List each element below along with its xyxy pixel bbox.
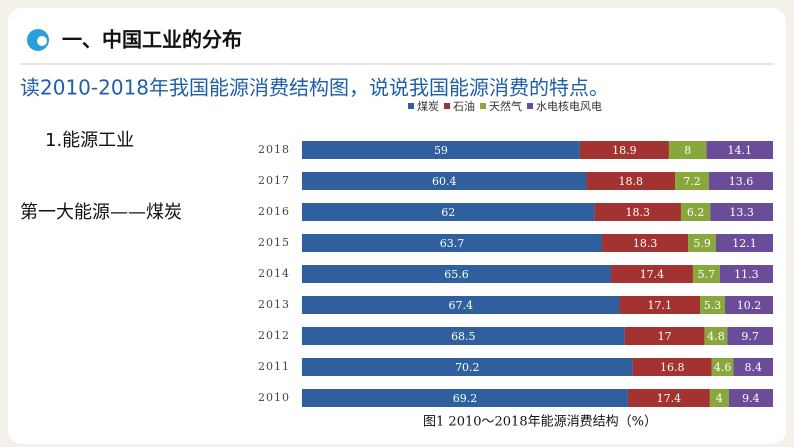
bar-segment [733,358,773,376]
bar-segment [688,234,717,252]
y-tick-label: 2013 [258,298,290,311]
bar-value-label: 13.6 [729,175,754,188]
bar-value-label: 18.3 [633,237,658,250]
bar-segment [675,172,709,190]
bar-segment [724,296,773,314]
bar-value-label: 11.3 [734,268,759,281]
bar-segment [302,141,580,159]
bar-value-label: 68.5 [451,330,476,343]
bar-value-label: 4.8 [707,330,725,343]
y-tick-label: 2011 [258,360,290,373]
bar-value-label: 67.4 [448,299,473,312]
chart-caption: 图1 2010～2018年能源消费结构（%） [423,415,657,430]
bar-value-label: 60.4 [432,175,457,188]
y-tick-label: 2012 [258,329,290,342]
bar-value-label: 6.2 [687,206,705,219]
bar-segment [692,265,720,283]
header-title: 一、中国工业的分布 [62,28,242,52]
bar-value-label: 13.3 [729,206,754,219]
bar-segment [302,358,633,376]
chart: 煤炭 石油 天然气 水电核电风电 2018 59 18.9 8 14.1 2017 60.4 18.8… [258,99,773,407]
bar-segment [594,203,681,221]
bar-value-label: 17 [658,330,672,343]
bar-segment [680,203,711,221]
y-tick-label: 2017 [258,174,290,187]
legend-label: 水电核电风电 [536,99,602,113]
bar-segment [627,389,710,407]
bar-segment [668,141,707,159]
bar-segment [579,141,669,159]
bar-value-label: 16.8 [660,361,685,374]
point: 1.能源工业 [45,130,134,151]
bar-segment [302,296,620,314]
bar-value-label: 18.8 [619,175,644,188]
bar-value-label: 18.9 [612,144,637,157]
bar-value-label: 5.7 [698,268,716,281]
bar-segment [586,172,676,190]
bar-value-label: 69.2 [453,392,478,405]
legend-swatch [480,103,486,109]
bar-value-label: 17.4 [640,268,665,281]
bar-value-label: 65.6 [444,268,469,281]
bar-value-label: 17.4 [657,392,682,405]
bar-value-label: 9.4 [742,392,760,405]
bar-segment [302,203,595,221]
bar-segment [719,265,773,283]
y-tick-label: 2014 [258,267,290,280]
bar-segment [302,172,587,190]
bar-value-label: 18.3 [626,206,651,219]
legend-label: 煤炭 [417,100,439,113]
bar-segment [619,296,700,314]
bar-segment [704,327,728,345]
bar-value-label: 62 [441,206,455,219]
bar-segment [632,358,712,376]
bar-segment [302,265,611,283]
bar-value-label: 8 [684,144,691,157]
y-tick-label: 2010 [258,391,290,404]
legend-swatch [408,103,414,109]
bar-value-label: 8.4 [744,361,762,374]
bar-segment [302,389,628,407]
subpoint: 第一大能源——煤炭 [20,202,182,223]
bar-value-label: 12.1 [732,237,757,250]
bar-segment [624,327,705,345]
bar-value-label: 5.3 [704,299,722,312]
bar-segment [302,327,625,345]
bar-segment [716,234,773,252]
bar-segment [602,234,689,252]
bar-value-label: 10.2 [737,299,762,312]
bar-value-label: 17.1 [647,299,672,312]
bar-value-label: 70.2 [455,361,480,374]
bar-segment [708,172,773,190]
legend-swatch [444,103,450,109]
bar-segment [728,389,773,407]
bar-value-label: 14.1 [728,144,753,157]
bar-segment [710,203,773,221]
bar-value-label: 5.9 [693,237,711,250]
bar-value-label: 63.7 [440,237,465,250]
y-tick-label: 2016 [258,205,290,218]
bar-segment [302,234,603,252]
bar-value-label: 4 [716,392,723,405]
y-tick-label: 2018 [258,143,290,156]
legend-label: 天然气 [489,99,522,113]
legend-swatch [527,103,533,109]
bar-segment [610,265,693,283]
bar-value-label: 7.2 [683,175,701,188]
bar-segment [727,327,773,345]
bar-value-label: 9.7 [741,330,759,343]
y-tick-label: 2015 [258,236,290,249]
logo-inner [37,36,47,46]
bar-segment [711,358,734,376]
panel [8,8,786,444]
bar-segment [706,141,773,159]
bar-segment [709,389,729,407]
bar-value-label: 4.6 [714,361,732,374]
bar-segment [699,296,725,314]
bar-value-label: 59 [434,144,448,157]
question: 读2010-2018年我国能源消费结构图，说说我国能源消费的特点。 [20,76,609,100]
legend-label: 石油 [453,99,475,113]
